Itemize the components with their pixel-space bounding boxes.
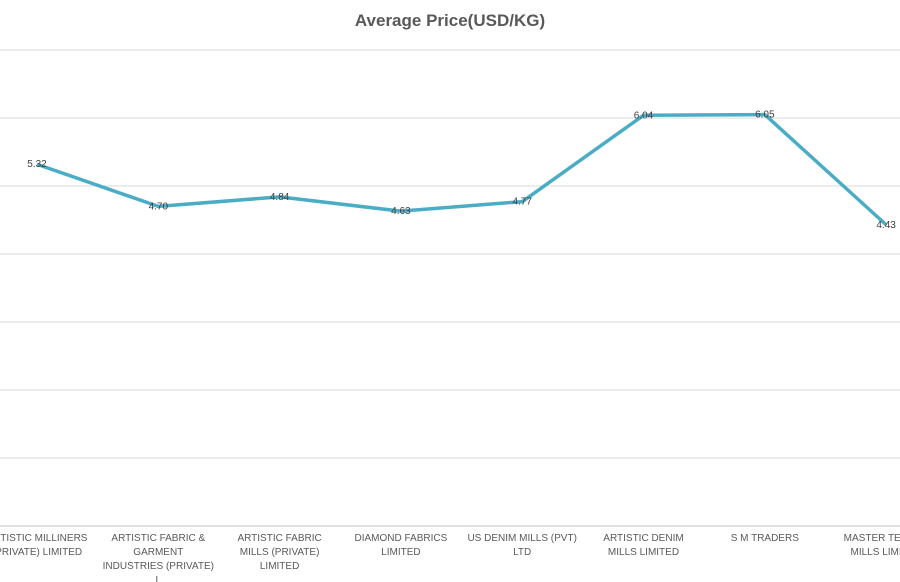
chart-title: Average Price(USD/KG)	[354, 11, 546, 30]
x-tick-label: ARTISTIC MILLINERS (PRIVATE) LIMITED	[0, 533, 88, 558]
data-label: 4.63	[391, 206, 411, 217]
x-tick-label: S M TRADERS	[730, 533, 799, 544]
data-label: 5.32	[27, 159, 47, 170]
data-line	[36, 112, 888, 227]
data-label: 4.77	[512, 197, 532, 208]
data-label: 6.05	[755, 110, 775, 121]
data-label: 4.70	[149, 201, 169, 212]
x-tick-label: ARTISTIC FABRIC & GARMENT INDUSTRIES (PR…	[102, 533, 214, 582]
data-label: 4.84	[270, 192, 290, 203]
data-label: 4.43	[876, 220, 896, 231]
data-label: 6.04	[634, 110, 654, 121]
x-tick-label: MASTER TEXTILE MILLS LIMITED	[843, 533, 900, 558]
x-tick-label: ARTISTIC DENIM MILLS LIMITED	[603, 533, 684, 558]
x-tick-label: ARTISTIC FABRIC MILLS (PRIVATE) LIMITED	[237, 533, 322, 572]
x-tick-label: DIAMOND FABRICS LIMITED	[354, 533, 448, 558]
x-tick-label: US DENIM MILLS (PVT) LTD	[467, 533, 577, 558]
